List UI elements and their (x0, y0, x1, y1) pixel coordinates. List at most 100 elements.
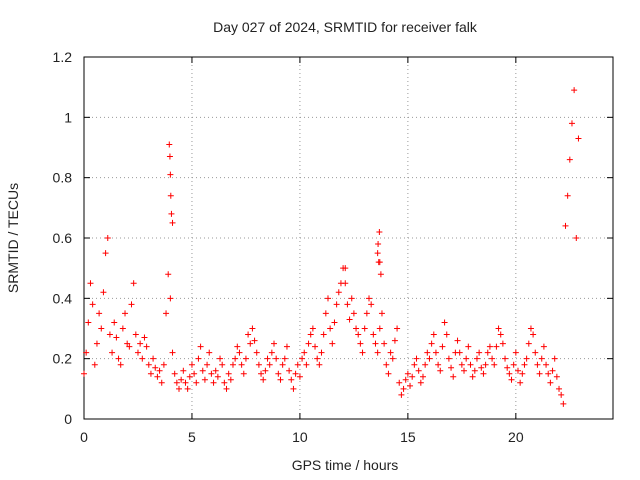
data-point (519, 370, 526, 377)
data-point (376, 259, 383, 266)
data-point (450, 373, 457, 380)
data-point (478, 364, 485, 371)
data-point (506, 370, 513, 377)
data-point (422, 361, 429, 368)
data-point (383, 361, 390, 368)
data-point (277, 376, 284, 383)
data-point (132, 331, 139, 338)
data-point (100, 289, 107, 296)
data-point (538, 355, 545, 362)
data-point (206, 349, 213, 356)
data-point (476, 349, 483, 356)
data-point (152, 364, 159, 371)
data-point (335, 289, 342, 296)
data-point (316, 361, 323, 368)
data-point (168, 210, 175, 217)
data-point (234, 343, 241, 350)
data-point (493, 343, 500, 350)
data-point (154, 373, 161, 380)
data-point (240, 370, 247, 377)
data-point (137, 340, 144, 347)
data-point (93, 340, 100, 347)
data-point (301, 349, 308, 356)
data-point (281, 355, 288, 362)
data-point (376, 325, 383, 332)
data-point (91, 361, 98, 368)
data-point (249, 325, 256, 332)
data-point (299, 355, 306, 362)
data-point (251, 337, 258, 344)
data-point (547, 379, 554, 386)
data-point (534, 361, 541, 368)
data-point (448, 364, 455, 371)
data-point (361, 325, 368, 332)
data-point (193, 379, 200, 386)
data-point (331, 319, 338, 326)
data-point (253, 349, 260, 356)
data-point (391, 337, 398, 344)
data-point (141, 334, 148, 341)
data-point (510, 361, 517, 368)
data-point (286, 367, 293, 374)
data-point (268, 349, 275, 356)
data-point (309, 325, 316, 332)
data-point (294, 361, 301, 368)
data-point (163, 310, 170, 317)
data-point (385, 370, 392, 377)
data-point (275, 370, 282, 377)
data-point (409, 373, 416, 380)
data-point (221, 379, 228, 386)
data-point (130, 280, 137, 287)
y-tick-label: 1 (64, 109, 72, 125)
data-point (305, 340, 312, 347)
data-point (113, 334, 120, 341)
data-point (517, 379, 524, 386)
data-point (428, 340, 435, 347)
data-point (87, 280, 94, 287)
data-point (415, 367, 422, 374)
data-point (223, 385, 230, 392)
data-point (497, 331, 504, 338)
data-point (333, 301, 340, 308)
data-point (279, 361, 286, 368)
data-point (266, 361, 273, 368)
data-point (81, 370, 87, 377)
data-point (571, 87, 578, 94)
x-tick-label: 15 (400, 429, 416, 445)
data-point (432, 349, 439, 356)
data-point (166, 141, 173, 148)
data-point (167, 171, 174, 178)
data-point (355, 331, 362, 338)
data-point (212, 367, 219, 374)
x-axis-label: GPS time / hours (292, 457, 399, 473)
data-point (430, 331, 437, 338)
data-point (471, 367, 478, 374)
data-point (437, 367, 444, 374)
data-point (296, 373, 303, 380)
data-point (210, 379, 217, 386)
data-point (398, 391, 405, 398)
data-point (424, 349, 431, 356)
data-point (290, 385, 297, 392)
x-tick-label: 20 (508, 429, 524, 445)
data-point (184, 385, 191, 392)
data-point (329, 340, 336, 347)
data-point (182, 379, 189, 386)
data-point (147, 370, 154, 377)
data-point (376, 228, 383, 235)
data-point (377, 271, 384, 278)
data-point (368, 301, 375, 308)
data-point (463, 355, 470, 362)
data-point (312, 343, 319, 350)
data-point (575, 135, 582, 142)
data-point (124, 340, 131, 347)
data-point (480, 370, 487, 377)
data-point (327, 325, 334, 332)
data-point (439, 343, 446, 350)
data-point (171, 370, 178, 377)
data-point (191, 370, 198, 377)
data-point (553, 373, 560, 380)
data-point (322, 310, 329, 317)
data-point (219, 361, 226, 368)
y-tick-label: 0 (64, 411, 72, 427)
